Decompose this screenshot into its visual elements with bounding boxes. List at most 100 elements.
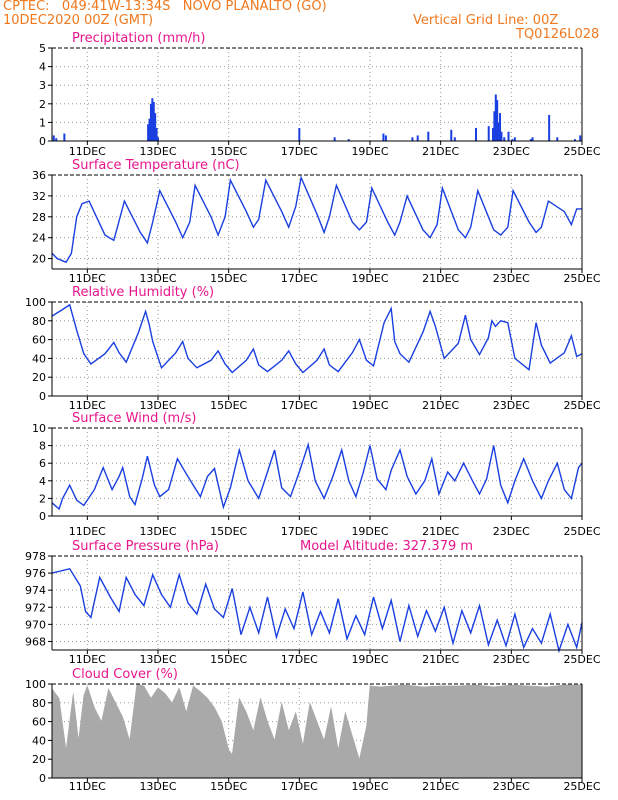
humidity-xtick-label: 15DEC xyxy=(210,399,247,412)
wind-xtick-label: 11DEC xyxy=(69,525,106,538)
precipitation-xtick-label: 23DEC xyxy=(493,145,530,158)
cloud-cover-ytick-label: 80 xyxy=(32,697,46,710)
precipitation-xtick-label: 11DEC xyxy=(69,145,106,158)
cloud-cover-xtick-label: 11DEC xyxy=(69,780,106,793)
precipitation-bar xyxy=(500,131,503,141)
wind-xtick-label: 13DEC xyxy=(139,525,176,538)
wind-ytick-label: 0 xyxy=(39,510,46,523)
precipitation-bar xyxy=(487,126,490,141)
precipitation-bar xyxy=(497,122,500,141)
humidity-xtick-label: 19DEC xyxy=(351,399,388,412)
precipitation-bar xyxy=(151,98,154,141)
precipitation-bar xyxy=(155,127,158,141)
humidity-title: Relative Humidity (%) xyxy=(72,285,214,300)
wind-xtick-label: 21DEC xyxy=(422,525,459,538)
precipitation-bar xyxy=(453,137,456,141)
wind-xtick-label: 17DEC xyxy=(281,525,318,538)
precipitation-bar xyxy=(384,135,387,141)
pressure-xtick-label: 17DEC xyxy=(281,653,318,666)
temperature-xtick-label: 19DEC xyxy=(351,272,388,285)
precipitation-bar xyxy=(298,127,301,141)
humidity-ytick-label: 100 xyxy=(25,296,46,309)
humidity-xtick-label: 21DEC xyxy=(422,399,459,412)
humidity-ytick-label: 0 xyxy=(39,390,46,403)
pressure-xtick-label: 13DEC xyxy=(139,653,176,666)
pressure-annotation: Model Altitude: 327.379 m xyxy=(300,539,473,554)
pressure-ytick-label: 974 xyxy=(25,584,46,597)
cloud-cover-xtick-label: 19DEC xyxy=(351,780,388,793)
wind-ytick-label: 8 xyxy=(39,440,46,453)
temperature-xtick-label: 11DEC xyxy=(69,272,106,285)
wind-xtick-label: 15DEC xyxy=(210,525,247,538)
pressure-ytick-label: 978 xyxy=(25,550,46,563)
humidity-ytick-label: 60 xyxy=(32,334,46,347)
cloud-cover-ytick-label: 100 xyxy=(25,678,46,691)
cloud-cover-xtick-label: 17DEC xyxy=(281,780,318,793)
vertical-grid-line-note: Vertical Grid Line: 00Z xyxy=(413,13,559,28)
cloud-cover-xtick-label: 25DEC xyxy=(563,780,600,793)
precipitation-xtick-label: 21DEC xyxy=(422,145,459,158)
pressure-ytick-label: 968 xyxy=(25,635,46,648)
precipitation-bar xyxy=(529,139,532,141)
precipitation-bar xyxy=(382,133,385,141)
humidity-xtick-label: 23DEC xyxy=(493,399,530,412)
cloud-cover-xtick-label: 15DEC xyxy=(210,780,247,793)
precipitation-bar xyxy=(157,137,159,141)
pressure-xtick-label: 21DEC xyxy=(422,653,459,666)
run-datetime: 10DEC2020 00Z (GMT) xyxy=(3,13,154,28)
precipitation-bar xyxy=(494,94,497,141)
precipitation-bar xyxy=(347,139,350,141)
precipitation-bar xyxy=(496,100,499,141)
pressure-title: Surface Pressure (hPa) xyxy=(72,539,219,554)
precipitation-bar xyxy=(450,129,453,141)
precipitation-bar xyxy=(507,131,510,141)
cloud-cover-xtick-label: 23DEC xyxy=(493,780,530,793)
temperature-ytick-label: 24 xyxy=(32,232,46,245)
precipitation-bar xyxy=(475,127,477,141)
precipitation-bar xyxy=(416,135,419,141)
precipitation-bar xyxy=(152,101,155,141)
pressure-ytick-label: 972 xyxy=(25,601,46,614)
precipitation-title: Precipitation (mm/h) xyxy=(72,31,205,46)
temperature-ytick-label: 20 xyxy=(32,253,46,266)
precipitation-bar xyxy=(52,135,55,141)
temperature-xtick-label: 21DEC xyxy=(422,272,459,285)
precipitation-bar xyxy=(503,137,506,141)
precipitation-bar xyxy=(154,113,157,141)
temperature-series-line xyxy=(51,175,582,264)
precipitation-bar xyxy=(511,139,514,141)
wind-xtick-label: 19DEC xyxy=(351,525,388,538)
cloud-cover-xtick-label: 13DEC xyxy=(139,780,176,793)
pressure-xtick-label: 23DEC xyxy=(493,653,530,666)
wind-ytick-label: 6 xyxy=(39,457,46,470)
precipitation-bar xyxy=(573,139,576,141)
pressure-ytick-label: 976 xyxy=(25,567,46,580)
humidity-xtick-label: 11DEC xyxy=(69,399,106,412)
pressure-ytick-label: 970 xyxy=(25,618,46,631)
humidity-ytick-label: 80 xyxy=(32,315,46,328)
precipitation-bar xyxy=(147,124,150,141)
precipitation-bar xyxy=(333,137,336,141)
model-id: TQ0126L028 xyxy=(516,27,600,42)
pressure-xtick-label: 11DEC xyxy=(69,653,106,666)
humidity-xtick-label: 13DEC xyxy=(139,399,176,412)
station-info: CPTEC: 049:41W-13:34S NOVO PLANALTO (GO) xyxy=(3,0,327,14)
temperature-xtick-label: 25DEC xyxy=(563,272,600,285)
pressure-series-line xyxy=(51,568,583,654)
wind-ytick-label: 4 xyxy=(39,475,46,488)
temperature-xtick-label: 13DEC xyxy=(139,272,176,285)
precipitation-bar xyxy=(55,138,58,141)
precipitation-bar xyxy=(493,111,496,141)
precipitation-bar xyxy=(513,137,516,141)
cloud-cover-ytick-label: 60 xyxy=(32,716,46,729)
chart-header: CPTEC: 049:41W-13:34S NOVO PLANALTO (GO)… xyxy=(0,0,618,44)
wind-xtick-label: 25DEC xyxy=(563,525,600,538)
humidity-ytick-label: 40 xyxy=(32,352,46,365)
pressure-xtick-label: 15DEC xyxy=(210,653,247,666)
precipitation-xtick-label: 25DEC xyxy=(563,145,600,158)
precipitation-ytick-label: 4 xyxy=(39,61,46,74)
pressure-xtick-label: 19DEC xyxy=(351,653,388,666)
cloud-cover-ytick-label: 40 xyxy=(32,734,46,747)
cloud-cover-ytick-label: 0 xyxy=(39,772,46,785)
